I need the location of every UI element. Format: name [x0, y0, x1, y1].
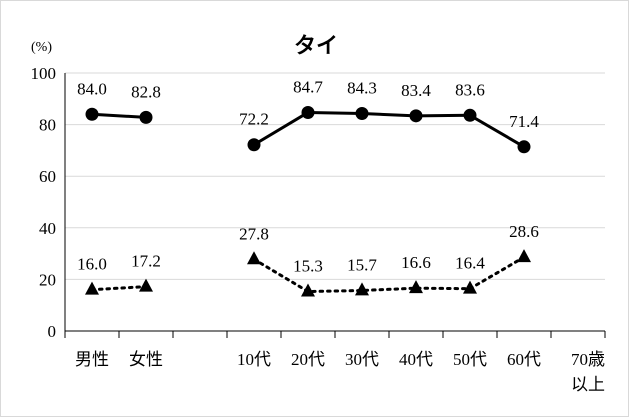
series-2-point	[517, 249, 531, 263]
axes	[64, 73, 606, 338]
series-1-point	[409, 109, 423, 123]
series-2-point	[85, 281, 99, 295]
series-1-point	[85, 107, 99, 121]
y-axis-unit-label: (%)	[31, 40, 52, 55]
data-label: 84.0	[77, 79, 107, 98]
grid-lines	[65, 72, 605, 280]
y-tick-label: 80	[39, 116, 56, 135]
data-label: 15.7	[347, 255, 377, 274]
data-label: 28.6	[509, 222, 539, 241]
series-2-point	[139, 278, 153, 292]
y-tick-labels: 0 20 40 60 80 100	[31, 64, 57, 341]
x-tick-labels: 男性 女性 10代 20代 30代 40代 50代 60代 70歳以上	[75, 350, 605, 394]
series-group	[85, 105, 531, 297]
y-tick-label: 0	[48, 322, 57, 341]
series-2-point	[247, 251, 261, 265]
data-label: 16.4	[455, 254, 485, 273]
data-labels-group: 84.0 82.8 72.2 84.7 84.3 83.4 83.6 71.4 16.0 17.2…	[77, 77, 539, 275]
data-label: 83.6	[455, 80, 485, 99]
series-2-point	[355, 282, 369, 296]
series-2-point	[301, 283, 315, 297]
data-label: 15.3	[293, 257, 323, 276]
data-label: 27.8	[239, 224, 269, 243]
data-label: 16.6	[401, 253, 431, 272]
data-label: 72.2	[239, 110, 269, 129]
x-tick-label: 40代	[399, 350, 433, 369]
y-tick-label: 40	[39, 219, 56, 238]
y-tick-label: 20	[39, 270, 56, 289]
series-1-point	[355, 107, 369, 121]
x-tick-label: 10代	[237, 350, 271, 369]
data-label: 17.2	[131, 252, 161, 271]
chart-title: タイ	[294, 34, 338, 59]
x-tick-label: 女性	[129, 350, 163, 369]
series-1-point	[517, 140, 531, 154]
x-tick-label: 30代	[345, 350, 379, 369]
y-tick-label: 60	[39, 167, 56, 186]
data-label: 16.0	[77, 255, 107, 274]
x-tick-label: 70歳以上	[571, 350, 605, 394]
x-tick-label: 20代	[291, 350, 325, 369]
series-2-line	[252, 255, 526, 294]
series-2-point	[409, 280, 423, 294]
x-tick-label: 男性	[75, 350, 109, 369]
series-1-point	[301, 105, 315, 119]
data-label: 71.4	[509, 112, 539, 131]
series-1-point	[247, 138, 261, 152]
data-label: 83.4	[401, 81, 431, 100]
data-label: 82.8	[131, 82, 161, 101]
x-tick-label: 50代	[453, 350, 487, 369]
series-1-point	[463, 108, 477, 122]
series-1-line	[90, 112, 148, 119]
series-1-line	[252, 110, 526, 149]
series-1-point	[139, 110, 153, 124]
data-label: 84.3	[347, 79, 377, 98]
data-label: 84.7	[293, 77, 323, 96]
y-tick-label: 100	[31, 64, 57, 83]
series-2-line	[90, 285, 148, 292]
series-2-point	[463, 280, 477, 294]
x-tick-label: 60代	[507, 350, 541, 369]
